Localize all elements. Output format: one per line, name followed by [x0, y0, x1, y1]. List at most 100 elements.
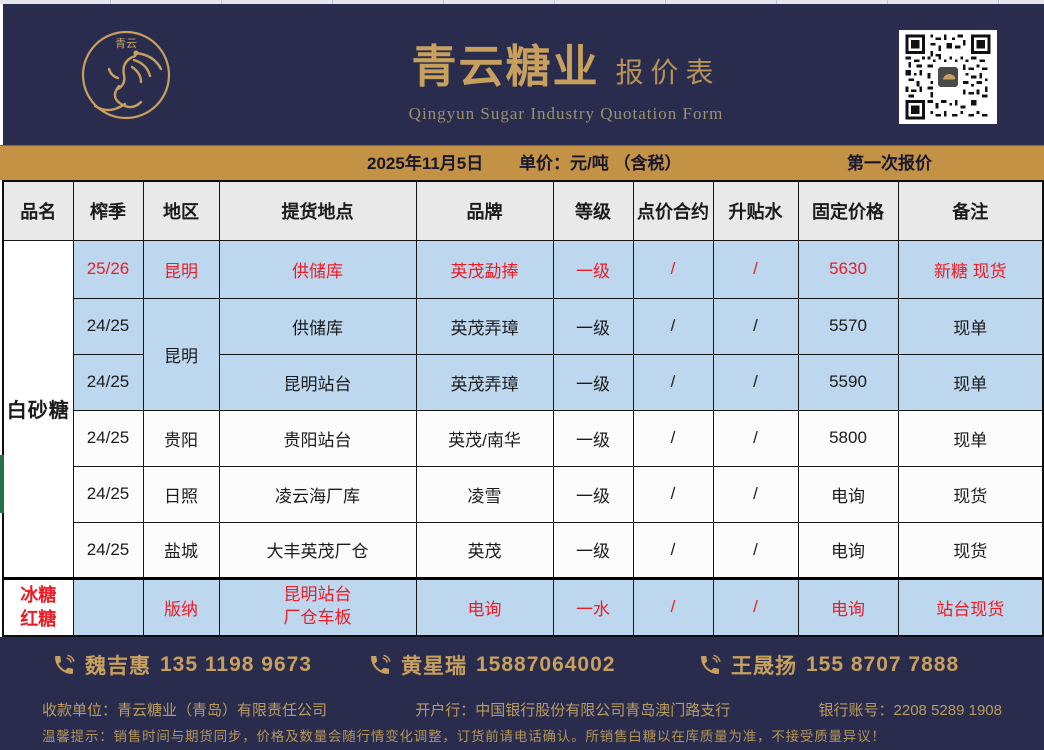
cell-brand: 英茂弄璋 — [415, 297, 554, 355]
cell-grade: 一水 — [552, 576, 634, 637]
col-pickup: 提货地点 — [218, 180, 417, 241]
cell-pickup: 昆明站台 — [218, 353, 417, 411]
contact-name: 黄星瑞 — [401, 655, 467, 678]
phone-icon — [701, 654, 721, 674]
quote-date: 2025年11月5日 — [367, 154, 484, 173]
contact-phone: 155 8707 7888 — [806, 653, 960, 676]
contact-name: 魏吉惠 — [85, 655, 151, 678]
cell-premium: / — [712, 353, 799, 411]
cell-note: 现货 — [897, 465, 1044, 523]
cell-brand: 英茂 — [415, 521, 554, 579]
cell-pickup: 大丰英茂厂仓 — [218, 521, 417, 579]
cell-grade: 一级 — [552, 353, 634, 411]
bank: 开户行：中国银行股份有限公司青岛澳门路支行 — [415, 702, 731, 719]
cell-grade: 一级 — [552, 409, 634, 467]
cell-note: 新糖 现货 — [897, 239, 1044, 299]
page-title: 青云糖业 — [411, 42, 600, 92]
cell-premium: / — [712, 521, 799, 579]
logo-text: 青云 — [115, 37, 137, 50]
cell-premium: / — [712, 465, 799, 523]
cell-region: 昆明 — [142, 239, 220, 299]
cell-contract: / — [632, 576, 714, 637]
cell-premium: / — [712, 297, 799, 355]
cell-product-rock-brown-sugar: 冰糖 红糖 — [2, 576, 74, 637]
cell-note: 现货 — [897, 521, 1044, 579]
cell-brand: 英茂弄璋 — [415, 353, 554, 411]
title-block: 青云糖业 报价表 Qingyun Sugar Industry Quotatio… — [385, 30, 747, 124]
notice-text: 温馨提示：销售时间与期货同步，价格及数量会随行情变化调整，订货前请电话确认。所销… — [42, 729, 886, 744]
cell-premium: / — [712, 576, 799, 637]
col-product: 品名 — [2, 180, 74, 241]
cell-pickup: 供储库 — [218, 239, 417, 299]
cell-contract: / — [632, 465, 714, 523]
cell-premium: / — [712, 409, 799, 467]
cell-brand: 凌雪 — [415, 465, 554, 523]
table-row: 24/25 盐城 大丰英茂厂仓 英茂 一级 / / 电询 现货 — [3, 521, 1044, 579]
col-note: 备注 — [897, 180, 1044, 241]
cell-price: 电询 — [797, 576, 899, 637]
quote-round: 第一次报价 — [847, 154, 932, 173]
cell-region: 盐城 — [142, 521, 220, 579]
table-row: 24/25 昆明 供储库 英茂弄璋 一级 / / 5570 现单 — [3, 297, 1044, 411]
cell-grade: 一级 — [552, 465, 634, 523]
cell-season-empty — [72, 576, 144, 637]
contact-name: 王晟扬 — [731, 655, 797, 678]
cell-brand: 英茂勐捧 — [415, 239, 554, 299]
cell-season: 24/25 — [72, 521, 144, 579]
cell-season: 24/25 — [72, 353, 144, 411]
cell-contract: / — [632, 409, 714, 467]
table-row: 24/25 日照 凌云海厂库 凌雪 一级 / / 电询 现货 — [3, 465, 1044, 523]
cell-grade: 一级 — [552, 297, 634, 355]
payee: 收款单位：青云糖业（青岛）有限责任公司 — [42, 702, 328, 719]
cell-brand: 电询 — [415, 576, 554, 637]
cell-season: 25/26 — [72, 239, 144, 299]
cell-season: 24/25 — [72, 409, 144, 467]
cell-contract: / — [632, 353, 714, 411]
page-subtitle: Qingyun Sugar Industry Quotation Form — [408, 104, 724, 123]
quotation-table: 品名 榨季 地区 提货地点 品牌 等级 点价合约 升贴水 固定价格 备注 白砂糖… — [2, 180, 1044, 637]
cell-note: 现单 — [897, 409, 1044, 467]
page-title-suffix: 报价表 — [615, 58, 721, 89]
cell-pickup: 贵阳站台 — [218, 409, 417, 467]
phoenix-logo-icon: 青云 — [81, 30, 171, 120]
cell-brand: 英茂/南华 — [415, 409, 554, 467]
qr-code — [899, 30, 997, 124]
col-fixed-price: 固定价格 — [797, 180, 899, 241]
cell-price: 电询 — [797, 521, 899, 579]
cell-price: 5630 — [797, 239, 899, 299]
cell-contract: / — [632, 239, 714, 299]
table-row: 24/25 贵阳 贵阳站台 英茂/南华 一级 / / 5800 现单 — [3, 409, 1044, 467]
col-premium: 升贴水 — [712, 180, 799, 241]
qr-code-icon — [903, 32, 993, 122]
cell-note: 站台现货 — [897, 576, 1044, 637]
table-row: 24/25 昆明站台 英茂弄璋 一级 / / 5590 现单 — [3, 353, 1044, 411]
banking-info: 收款单位：青云糖业（青岛）有限责任公司 开户行：中国银行股份有限公司青岛澳门路支… — [42, 699, 1002, 720]
cell-region: 贵阳 — [142, 409, 220, 467]
company-logo: 青云 — [73, 22, 179, 130]
contact-2: 黄星瑞 15887064002 — [368, 649, 615, 681]
phone-icon — [371, 654, 391, 674]
green-strip-artifact — [0, 455, 4, 513]
cell-price: 电询 — [797, 465, 899, 523]
cell-premium: / — [712, 239, 799, 299]
cell-price: 5800 — [797, 409, 899, 467]
table-header-row: 品名 榨季 地区 提货地点 品牌 等级 点价合约 升贴水 固定价格 备注 — [2, 180, 1044, 241]
contact-phone: 135 1198 9673 — [160, 653, 312, 676]
col-region: 地区 — [142, 180, 220, 241]
cell-season: 24/25 — [72, 297, 144, 355]
cell-contract: / — [632, 521, 714, 579]
cell-product-white-sugar: 白砂糖 — [2, 239, 74, 579]
banner: 青云 青云糖业 报价表 Qingyun Sugar Industry Quota… — [3, 4, 1044, 145]
cell-pickup: 凌云海厂库 — [218, 465, 417, 523]
col-contract: 点价合约 — [632, 180, 714, 241]
footer: 魏吉惠 135 1198 9673 黄星瑞 15887064002 王晟扬 15… — [0, 637, 1044, 750]
spreadsheet-edge-artifact — [0, 0, 1044, 4]
contact-phone: 15887064002 — [476, 653, 616, 676]
cell-region: 日照 — [142, 465, 220, 523]
cell-note: 现单 — [897, 297, 1044, 355]
cell-region: 版纳 — [142, 576, 220, 637]
col-grade: 等级 — [552, 180, 634, 241]
contact-1: 魏吉惠 135 1198 9673 — [52, 649, 312, 681]
cell-pickup: 供储库 — [218, 297, 417, 355]
